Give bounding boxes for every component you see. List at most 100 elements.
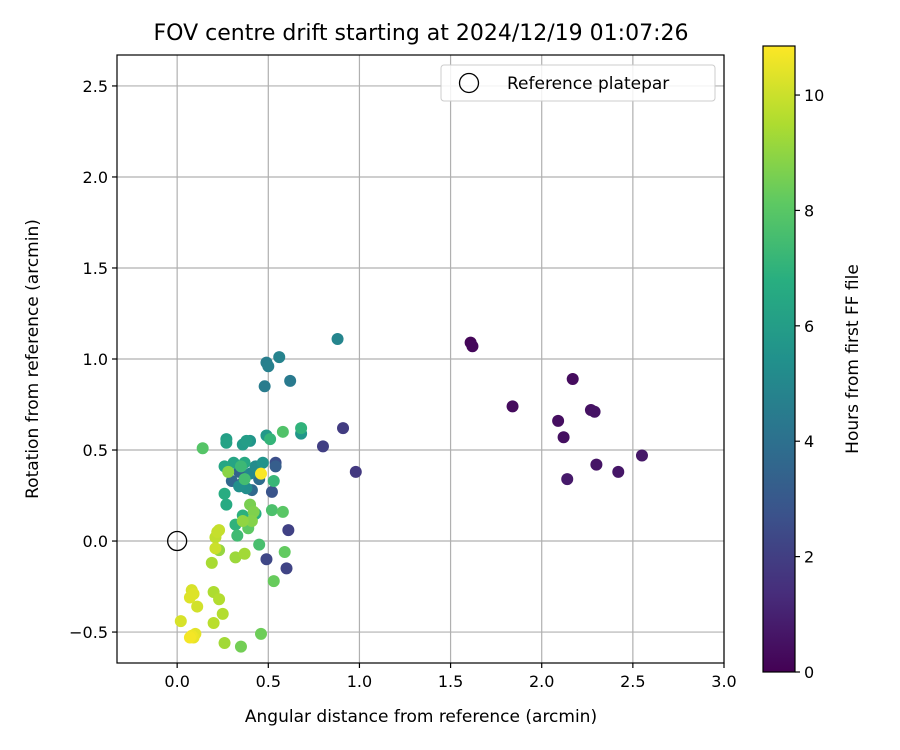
data-point [213,593,226,606]
x-tick-label: 1.0 [347,672,372,691]
y-axis-label: Rotation from reference (arcmin) [23,219,43,499]
data-point [174,615,187,628]
data-point [231,529,244,542]
colorbar-ticks: 0 2 4 6 8 10 [795,86,824,682]
x-axis-label: Angular distance from reference (arcmin) [245,707,597,727]
data-point [635,449,648,462]
data-point [506,400,519,413]
data-point [278,545,291,558]
data-point [209,542,222,555]
data-point [234,460,247,473]
data-point [196,442,209,455]
data-point [273,351,286,364]
data-point [280,562,293,575]
x-tick-label: 3.0 [711,672,736,691]
data-point [255,467,268,480]
colorbar: 0 2 4 6 8 10 Hours from first FF file [762,45,863,682]
colorbar-tick-label: 8 [804,201,814,220]
data-point [561,473,574,486]
colorbar-tick-label: 10 [804,86,824,105]
x-tick-label: 1.5 [438,672,463,691]
data-point [222,465,235,478]
data-point [276,425,289,438]
data-point [466,340,479,353]
reference-marker [167,530,188,552]
grid [117,55,725,663]
data-point [213,524,226,537]
data-point [205,556,218,569]
data-point [557,431,570,444]
data-point [218,636,231,649]
data-point [240,434,253,447]
data-point [282,524,295,537]
data-point [260,553,273,566]
data-point [238,473,251,486]
data-point [265,485,278,498]
x-tick-label: 0.5 [256,672,281,691]
y-tick-label: 2.5 [83,77,108,96]
data-point [262,360,275,373]
data-point [349,465,362,478]
data-point [588,405,601,418]
data-point [590,458,603,471]
chart-title: FOV centre drift starting at 2024/12/19 … [154,21,689,46]
data-point [316,440,329,453]
data-point [269,460,282,473]
plot-frame [116,54,725,664]
data-point [265,504,278,517]
data-point [183,631,196,644]
data-point [276,505,289,518]
data-point [234,640,247,653]
data-point [331,332,344,345]
colorbar-tick-label: 4 [804,432,814,451]
legend-box [440,64,716,102]
data-point [247,505,260,518]
data-point [187,587,200,600]
data-point [552,414,565,427]
colorbar-frame [762,45,796,673]
y-tick-label: −0.5 [69,623,108,642]
axis-ticks: 0.0 0.5 1.0 1.5 2.0 2.5 3.0 −0.5 0.0 0.5 1.0 1.5 2.0… [69,77,737,691]
data-point [220,436,233,449]
legend-marker-circle-icon [458,72,480,94]
data-point [220,498,233,511]
data-point [207,616,220,629]
data-point [236,515,249,528]
reference-platepar-marker [167,530,188,552]
data-point [238,547,251,560]
data-points [174,332,648,653]
data-point [245,515,258,528]
data-point [295,422,308,435]
y-tick-label: 0.0 [83,532,108,551]
x-tick-label: 2.0 [529,672,554,691]
colorbar-label: Hours from first FF file [843,264,863,454]
x-tick-label: 0.0 [164,672,189,691]
data-point [612,465,625,478]
colorbar-tick-label: 2 [804,548,814,567]
legend-entry-reference: Reference platepar [507,74,669,94]
data-point [258,380,271,393]
data-point [191,600,204,613]
data-point [264,433,277,446]
data-point [566,373,579,386]
data-point [267,575,280,588]
data-point [255,627,268,640]
data-point [267,474,280,487]
colorbar-gradient [763,46,795,672]
legend: Reference platepar [440,64,716,102]
data-point [284,374,297,387]
y-tick-label: 0.5 [83,441,108,460]
data-point [256,456,269,469]
data-point [216,607,229,620]
y-tick-label: 1.0 [83,350,108,369]
colorbar-tick-label: 0 [804,663,814,682]
x-tick-label: 2.5 [620,672,645,691]
y-tick-label: 2.0 [83,168,108,187]
data-point [218,487,231,500]
colorbar-tick-label: 6 [804,317,814,336]
data-point [253,538,266,551]
data-point [337,422,350,435]
y-tick-label: 1.5 [83,259,108,278]
data-point [229,551,242,564]
